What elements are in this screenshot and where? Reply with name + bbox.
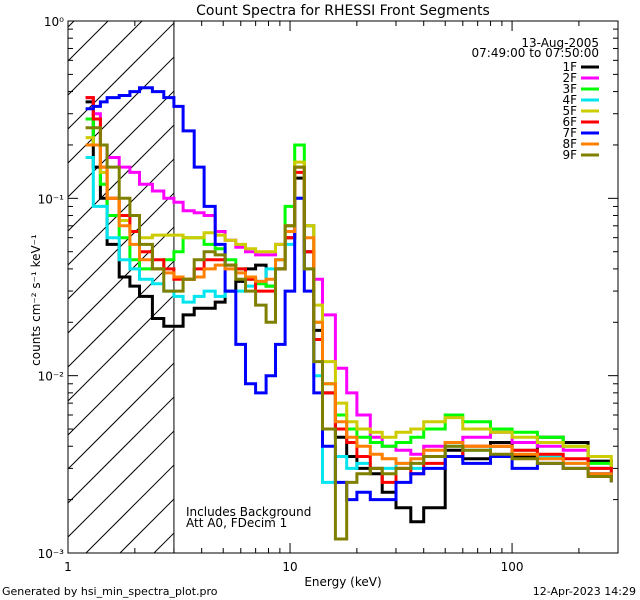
x-tick-label: 100 (501, 560, 524, 574)
hatch-line (68, 124, 175, 232)
observation-date: 13-Aug-2005 (521, 36, 599, 50)
hatch-line (68, 21, 109, 62)
series-5F-line (85, 136, 613, 469)
legend-label-1F: 1F (562, 60, 577, 74)
hatch-line (153, 532, 175, 553)
hatch-line (68, 430, 175, 538)
legend-label-3F: 3F (562, 82, 577, 96)
y-tick-label: 10⁻² (38, 370, 65, 384)
hatch-line (119, 498, 175, 553)
y-tick-label: 10⁻³ (38, 547, 65, 561)
hatch-line (68, 22, 175, 130)
time-range: 07:49:00 to 07:50:00 (472, 46, 599, 60)
y-tick-label: 10⁻¹ (38, 192, 65, 206)
chart-title: Count Spectra for RHESSI Front Segments (196, 3, 490, 19)
x-axis-label: Energy (keV) (304, 575, 381, 589)
y-tick-label: 10⁰ (44, 15, 64, 29)
series-7F-line (85, 86, 613, 502)
legend-label-4F: 4F (562, 93, 577, 107)
hatch-line (68, 362, 175, 470)
series-layer (85, 86, 613, 541)
y-axis-label: counts cm⁻² s⁻¹ keV⁻¹ (29, 234, 43, 366)
hatch-line (68, 396, 175, 504)
x-tick-label: 1 (64, 560, 72, 574)
series-9F-line (85, 126, 613, 541)
x-tick-label: 10 (282, 560, 297, 574)
hatch-line (68, 21, 75, 28)
hatch-line (68, 158, 175, 266)
background-shaded-region (68, 21, 175, 553)
footer-generated-by: Generated by hsi_min_spectra_plot.pro (2, 585, 218, 598)
hatch-line (68, 328, 175, 436)
hatch-line (68, 56, 175, 164)
hatch-line (68, 90, 175, 198)
hatch-line (68, 226, 175, 334)
legend-label-8F: 8F (562, 137, 577, 151)
hatch-line (68, 192, 175, 300)
legend-label-5F: 5F (562, 104, 577, 118)
legend-label-6F: 6F (562, 115, 577, 129)
y-axis: 10⁰ 10⁻¹ 10⁻² 10⁻³ (38, 15, 618, 561)
hatch-line (85, 464, 175, 553)
legend-label-9F: 9F (562, 148, 577, 162)
hatch-line (68, 294, 175, 402)
note-background: Includes Background (186, 505, 311, 519)
legend-label-7F: 7F (562, 126, 577, 140)
legend-label-2F: 2F (562, 71, 577, 85)
hatch-line (68, 260, 175, 368)
note-attenuator: Att A0, FDecim 1 (186, 516, 287, 530)
hatch-line (68, 21, 143, 96)
plot-frame (67, 20, 619, 554)
footer-timestamp: 12-Apr-2023 14:29 (533, 585, 636, 598)
